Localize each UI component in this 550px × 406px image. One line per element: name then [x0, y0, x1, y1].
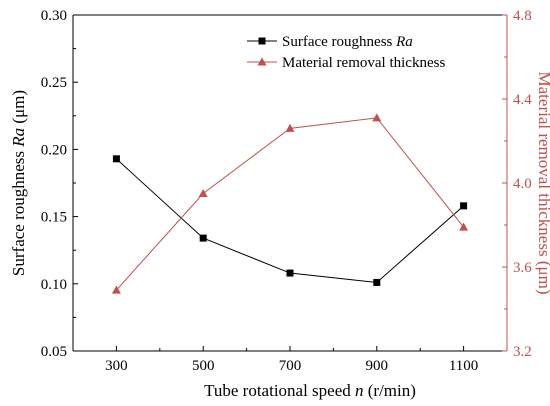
data-point-surface-roughness [112, 155, 120, 163]
x-tick-label: 900 [366, 358, 389, 374]
x-tick-label: 1100 [449, 358, 478, 374]
data-point-material-removal [111, 285, 121, 294]
legend: Surface roughness Ra Material removal th… [247, 34, 445, 71]
right-tick-label: 4.4 [513, 92, 532, 108]
legend-marker-square [258, 37, 266, 45]
series-lines [116, 117, 464, 291]
x-axis-ticks: 300 500 700 900 1100 [105, 346, 478, 374]
x-tick-label: 700 [279, 358, 302, 374]
right-tick-label: 4.0 [513, 176, 532, 192]
data-point-material-removal [285, 123, 295, 132]
right-axis-ticks: 3.2 3.6 4.0 4.4 4.8 [502, 8, 532, 360]
left-y-axis-title: Surface roughness Ra (μm) [9, 90, 28, 276]
series-markers [111, 113, 469, 294]
data-point-material-removal [372, 113, 382, 122]
left-tick-label: 0.20 [41, 142, 67, 158]
legend-entry-material-removal: Material removal thickness [247, 55, 445, 71]
legend-entry-surface-roughness: Surface roughness Ra [247, 34, 413, 50]
data-point-surface-roughness [286, 269, 294, 277]
legend-marker-triangle [257, 57, 267, 66]
data-point-surface-roughness [373, 278, 381, 286]
x-axis-title: Tube rotational speed n (r/min) [204, 381, 416, 400]
left-tick-label: 0.30 [41, 8, 67, 24]
data-point-surface-roughness [199, 234, 207, 242]
series-line-material-removal [116, 117, 464, 291]
legend-label-surface-roughness: Surface roughness Ra [282, 34, 413, 50]
left-axis-ticks: 0.05 0.10 0.15 0.20 0.25 0.30 [41, 8, 78, 360]
x-tick-label: 300 [105, 358, 128, 374]
legend-label-material-removal: Material removal thickness [282, 55, 445, 71]
right-tick-label: 3.2 [513, 344, 532, 360]
right-tick-label: 4.8 [513, 8, 532, 24]
data-point-material-removal [198, 189, 208, 197]
series-line-surface-roughness [116, 158, 464, 283]
left-tick-label: 0.10 [41, 277, 67, 293]
data-point-surface-roughness [460, 202, 468, 210]
data-point-material-removal [459, 222, 469, 231]
left-tick-label: 0.25 [41, 75, 67, 91]
left-tick-label: 0.15 [41, 210, 67, 226]
right-tick-label: 3.6 [513, 260, 532, 276]
right-y-axis-title: Material removal thickness (μm) [535, 72, 550, 295]
left-tick-label: 0.05 [41, 344, 67, 360]
x-tick-label: 500 [192, 358, 215, 374]
